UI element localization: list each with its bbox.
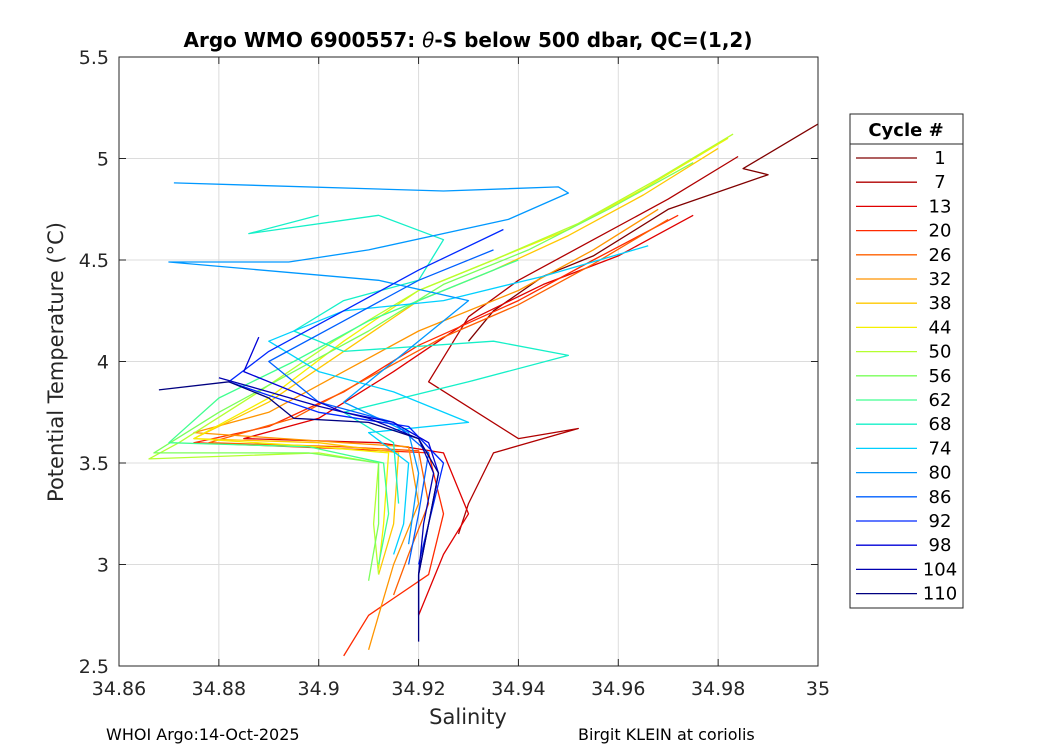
legend-label-86: 86 xyxy=(929,487,952,508)
legend-entries: 1 7 13 20 26 32 38 44 50 56 62 68 74 80 86 92 98 104 110 xyxy=(856,148,957,605)
x-tick-label: 34.98 xyxy=(691,678,745,700)
footer-right-credit: Birgit KLEIN at coriolis xyxy=(578,725,755,744)
series-line-cycle-7 xyxy=(427,155,739,535)
y-tick-label: 2.5 xyxy=(79,656,109,678)
legend-label-56: 56 xyxy=(929,366,952,387)
x-tick-label: 34.94 xyxy=(491,678,545,700)
legend-title: Cycle # xyxy=(868,120,943,141)
axis-ticks: 34.86 34.88 34.9 34.92 34.94 34.96 34.98 352.53… xyxy=(79,47,830,700)
series-line-cycle-38 xyxy=(193,147,719,575)
series-line-cycle-62 xyxy=(168,259,519,565)
series-line-cycle-20 xyxy=(193,214,679,657)
legend-box xyxy=(849,113,964,609)
y-tick-label: 3 xyxy=(97,555,109,577)
legend-label-50: 50 xyxy=(929,342,952,363)
legend-label-92: 92 xyxy=(929,511,952,532)
legend-label-98: 98 xyxy=(929,535,952,556)
series-line-cycle-56 xyxy=(153,162,694,581)
x-tick-label: 34.96 xyxy=(591,678,645,700)
legend-label-26: 26 xyxy=(929,245,952,266)
x-tick-label: 34.86 xyxy=(92,678,146,700)
y-tick-label: 4 xyxy=(97,352,109,374)
legend-label-20: 20 xyxy=(929,221,952,242)
legend-label-44: 44 xyxy=(929,317,952,338)
y-axis-label: Potential Temperature (°C) xyxy=(44,222,68,502)
x-tick-label: 34.88 xyxy=(192,678,246,700)
legend-label-62: 62 xyxy=(929,390,952,411)
legend-label-110: 110 xyxy=(923,584,957,605)
series-layer xyxy=(148,123,818,657)
legend-label-74: 74 xyxy=(929,438,952,459)
x-axis-label: Salinity xyxy=(429,705,507,729)
legend-label-38: 38 xyxy=(929,293,952,314)
legend-label-32: 32 xyxy=(929,269,952,290)
legend-label-13: 13 xyxy=(929,196,952,217)
series-line-cycle-110 xyxy=(158,381,440,642)
footer-left-credit: WHOI Argo:14-Oct-2025 xyxy=(106,725,300,744)
chart-title: Argo WMO 6900557: θ-S below 500 dbar, QC… xyxy=(184,28,753,52)
legend-label-7: 7 xyxy=(934,172,945,193)
series-line-cycle-68 xyxy=(248,214,570,504)
series-line-cycle-92 xyxy=(228,228,504,565)
legend-label-104: 104 xyxy=(923,559,957,580)
y-tick-label: 5.5 xyxy=(79,47,109,69)
series-line-cycle-74 xyxy=(268,245,649,555)
y-tick-label: 5 xyxy=(97,149,109,171)
series-line-cycle-104 xyxy=(218,377,435,575)
x-tick-label: 35 xyxy=(806,678,830,700)
series-line-cycle-26 xyxy=(208,218,669,596)
legend-label-68: 68 xyxy=(929,414,952,435)
legend-label-80: 80 xyxy=(929,463,952,484)
x-tick-label: 34.92 xyxy=(391,678,445,700)
y-tick-label: 4.5 xyxy=(79,250,109,272)
legend: Cycle # 1 7 13 20 26 32 38 44 50 56 62 68 74 80 86 92 98… xyxy=(849,113,964,609)
legend-label-1: 1 xyxy=(934,148,945,169)
x-tick-label: 34.9 xyxy=(298,678,340,700)
y-tick-label: 3.5 xyxy=(79,453,109,475)
